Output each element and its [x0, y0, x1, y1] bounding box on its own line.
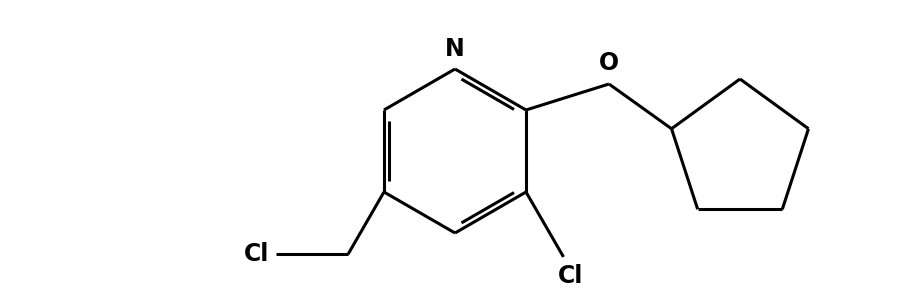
Text: Cl: Cl — [244, 242, 269, 266]
Text: N: N — [445, 37, 465, 61]
Text: O: O — [599, 51, 619, 75]
Text: Cl: Cl — [557, 264, 584, 288]
